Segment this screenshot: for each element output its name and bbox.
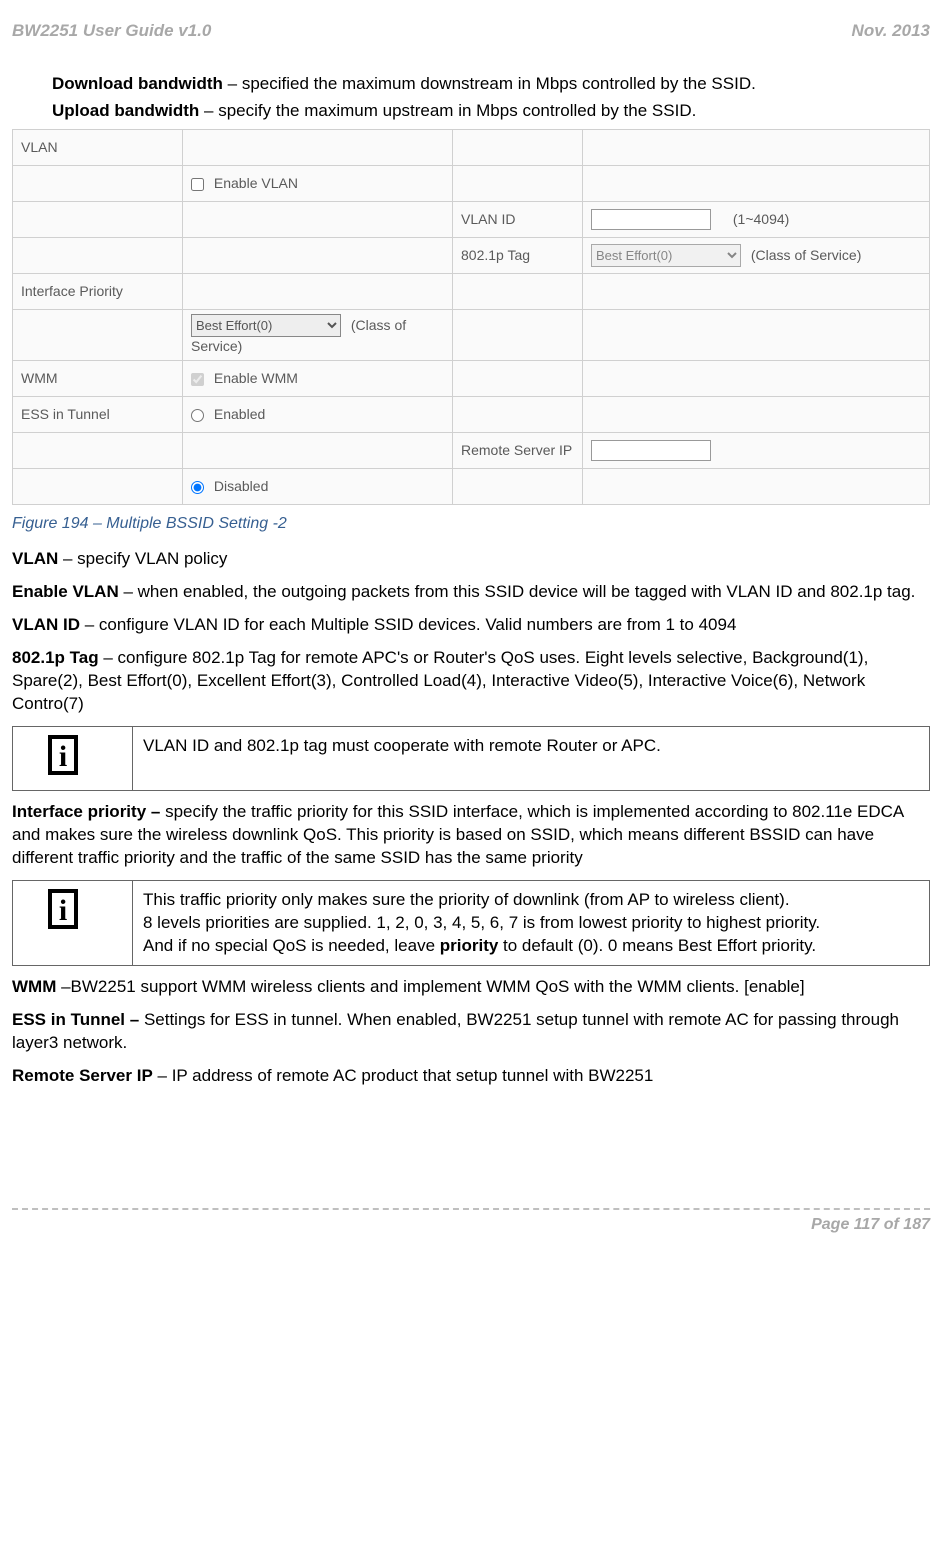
wmm-section: WMM –BW2251 support WMM wireless clients… — [12, 976, 930, 999]
vlan-id-text: – configure VLAN ID for each Multiple SS… — [80, 615, 736, 634]
download-bandwidth-line: Download bandwidth – specified the maxim… — [52, 73, 930, 96]
ess-disabled-label: Disabled — [214, 478, 268, 494]
header-right: Nov. 2013 — [852, 20, 930, 43]
ess-header-cell: ESS in Tunnel — [13, 396, 183, 432]
ess-heading: ESS in Tunnel – — [12, 1010, 144, 1029]
enable-vlan-checkbox[interactable] — [191, 178, 204, 191]
remote-ip-label-cell: Remote Server IP — [453, 432, 583, 468]
note-2-text: This traffic priority only makes sure th… — [133, 880, 930, 966]
upload-bandwidth-label: Upload bandwidth — [52, 101, 199, 120]
vlan-id-hint: (1~4094) — [733, 211, 789, 227]
upload-bandwidth-line: Upload bandwidth – specify the maximum u… — [52, 100, 930, 123]
upload-bandwidth-text: – specify the maximum upstream in Mbps c… — [199, 101, 696, 120]
note-2-line2: 8 levels priorities are supplied. 1, 2, … — [143, 912, 919, 935]
note-1: VLAN ID and 802.1p tag must cooperate wi… — [12, 726, 930, 791]
download-bandwidth-label: Download bandwidth — [52, 74, 223, 93]
vlan-header-cell: VLAN — [13, 129, 183, 165]
vlan-id-label-cell: VLAN ID — [453, 201, 583, 237]
vlan-section: VLAN – specify VLAN policy — [12, 548, 930, 571]
enable-vlan-label: Enable VLAN — [214, 175, 298, 191]
note-2-l3c: to default (0). 0 means Best Effort prio… — [498, 936, 816, 955]
note-2-l3a: And if no special QoS is needed, leave — [143, 936, 440, 955]
wmm-header-cell: WMM — [13, 360, 183, 396]
tag-heading: 802.1p Tag — [12, 648, 99, 667]
enable-vlan-heading: Enable VLAN — [12, 582, 119, 601]
info-icon — [48, 735, 78, 775]
vlan-heading: VLAN — [12, 549, 58, 568]
tag-hint: (Class of Service) — [751, 247, 861, 263]
ess-section: ESS in Tunnel – Settings for ESS in tunn… — [12, 1009, 930, 1055]
tag-desc: 802.1p Tag – configure 802.1p Tag for re… — [12, 647, 930, 716]
page-header: BW2251 User Guide v1.0 Nov. 2013 — [12, 20, 930, 43]
enable-vlan-cell: Enable VLAN — [183, 165, 453, 201]
ess-enabled-label: Enabled — [214, 406, 265, 422]
vlan-text: – specify VLAN policy — [58, 549, 227, 568]
note-2-line3: And if no special QoS is needed, leave p… — [143, 935, 919, 958]
note-2-line1: This traffic priority only makes sure th… — [143, 889, 919, 912]
enable-wmm-checkbox[interactable] — [191, 373, 204, 386]
wmm-heading: WMM — [12, 977, 61, 996]
ifprio-select[interactable]: Best Effort(0) — [191, 314, 341, 337]
vlan-id-desc: VLAN ID – configure VLAN ID for each Mul… — [12, 614, 930, 637]
remote-ip-heading: Remote Server IP — [12, 1066, 153, 1085]
download-bandwidth-text: – specified the maximum downstream in Mb… — [223, 74, 756, 93]
ess-enabled-radio[interactable] — [191, 409, 204, 422]
wmm-text: –BW2251 support WMM wireless clients and… — [61, 977, 805, 996]
figure-caption: Figure 194 – Multiple BSSID Setting -2 — [12, 513, 930, 535]
ifprio-section: Interface priority – specify the traffic… — [12, 801, 930, 870]
vlan-id-input[interactable] — [591, 209, 711, 230]
note-2: This traffic priority only makes sure th… — [12, 880, 930, 967]
info-icon — [48, 889, 78, 929]
tag-label-cell: 802.1p Tag — [453, 237, 583, 273]
tag-select[interactable]: Best Effort(0) — [591, 244, 741, 267]
ifprio-heading: Interface priority – — [12, 802, 165, 821]
note-2-l3b: priority — [440, 936, 499, 955]
remote-ip-text: – IP address of remote AC product that s… — [153, 1066, 654, 1085]
ifprio-header-cell: Interface Priority — [13, 273, 183, 309]
config-table: VLAN Enable VLAN VLAN ID (1~4094) 802.1p… — [12, 129, 930, 505]
enable-vlan-desc: Enable VLAN – when enabled, the outgoing… — [12, 581, 930, 604]
tag-text: – configure 802.1p Tag for remote APC's … — [12, 648, 868, 713]
enable-wmm-label: Enable WMM — [214, 370, 298, 386]
remote-ip-desc: Remote Server IP – IP address of remote … — [12, 1065, 930, 1088]
note-1-text: VLAN ID and 802.1p tag must cooperate wi… — [133, 726, 930, 790]
header-left: BW2251 User Guide v1.0 — [12, 20, 211, 43]
ess-text: Settings for ESS in tunnel. When enabled… — [12, 1010, 899, 1052]
page-footer: Page 117 of 187 — [12, 1208, 930, 1236]
vlan-id-heading: VLAN ID — [12, 615, 80, 634]
remote-ip-input[interactable] — [591, 440, 711, 461]
enable-vlan-text: – when enabled, the outgoing packets fro… — [119, 582, 916, 601]
ess-disabled-radio[interactable] — [191, 481, 204, 494]
